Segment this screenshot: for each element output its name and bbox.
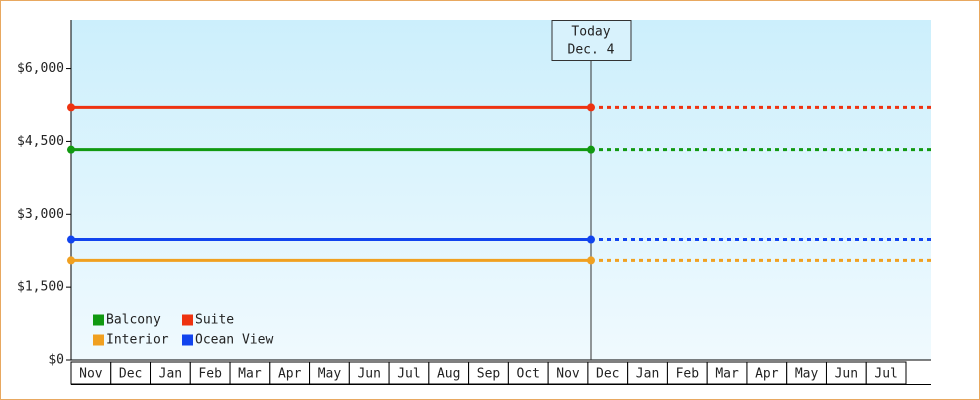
y-tick-label: $3,000 <box>17 207 64 222</box>
y-tick-label: $6,000 <box>17 61 64 76</box>
legend-label: Balcony <box>106 313 161 328</box>
legend-label: Suite <box>195 313 234 328</box>
x-tick-label: Nov <box>556 367 580 382</box>
x-tick-label: Jun <box>835 367 858 382</box>
x-tick-label: Apr <box>278 367 302 382</box>
x-tick-label: May <box>795 367 819 382</box>
x-tick-label: Sep <box>477 367 501 382</box>
y-tick-label: $0 <box>48 353 64 368</box>
start-point <box>67 145 75 154</box>
x-tick-label: Jan <box>636 367 659 382</box>
x-tick-label: Aug <box>437 367 460 382</box>
today-point <box>587 256 595 265</box>
x-tick-label: Feb <box>676 367 700 382</box>
today-label: Today <box>571 25 610 40</box>
legend-swatch <box>182 334 193 346</box>
x-tick-label: Dec <box>119 367 142 382</box>
y-tick-label: $1,500 <box>17 280 64 295</box>
x-tick-label: Apr <box>755 367 779 382</box>
x-tick-label: Oct <box>517 367 540 382</box>
today-point <box>587 103 595 112</box>
legend-label: Interior <box>106 333 169 348</box>
y-tick-label: $4,500 <box>17 134 64 149</box>
x-tick-label: Mar <box>715 367 739 382</box>
today-date: Dec. 4 <box>568 43 615 58</box>
today-point <box>587 145 595 154</box>
x-tick-label: Jul <box>874 367 897 382</box>
x-tick-label: Jun <box>357 367 380 382</box>
start-point <box>67 235 75 244</box>
legend-swatch <box>182 314 193 326</box>
x-tick-label: Jan <box>159 367 182 382</box>
start-point <box>67 256 75 265</box>
x-tick-label: Feb <box>198 367 222 382</box>
start-point <box>67 103 75 112</box>
x-tick-label: Mar <box>238 367 262 382</box>
x-tick-label: Jul <box>397 367 420 382</box>
x-tick-label: May <box>318 367 342 382</box>
plot-area <box>71 20 931 360</box>
today-box <box>551 20 632 61</box>
x-tick-label: Nov <box>79 367 103 382</box>
legend-label: Ocean View <box>195 333 273 348</box>
legend-swatch <box>93 314 104 326</box>
today-point <box>587 235 595 244</box>
x-tick-label: Dec <box>596 367 619 382</box>
legend-swatch <box>93 334 104 346</box>
